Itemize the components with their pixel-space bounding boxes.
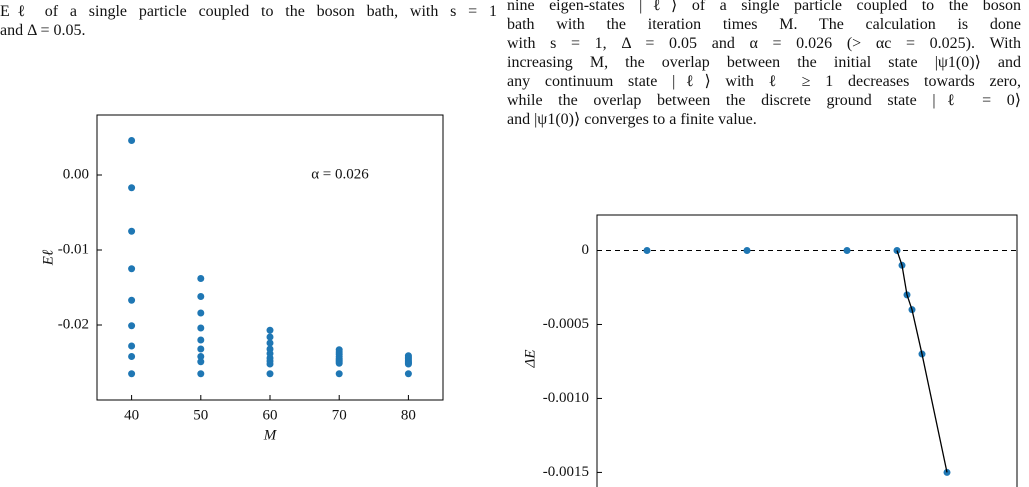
y-tick-label: -0.01	[58, 241, 89, 257]
right-caption: nine eigen-states |ℓ⟩ of a single partic…	[507, 0, 1021, 129]
data-point	[197, 358, 205, 366]
y-tick-label: -0.0010	[543, 390, 589, 406]
text-line: Eℓ of a single particle coupled to the b…	[0, 3, 497, 20]
data-point	[128, 296, 136, 304]
y-tick-label: 0	[582, 242, 590, 258]
y-axis-label: Eℓ	[40, 250, 56, 266]
y-tick-label: -0.0005	[543, 316, 589, 332]
data-point	[335, 359, 343, 367]
data-point	[197, 309, 205, 317]
data-point	[128, 227, 136, 235]
data-point	[266, 370, 274, 378]
text-line: and |ψ1(0)⟩ converges to a finite value.	[507, 111, 757, 128]
x-tick-label: 50	[193, 407, 208, 423]
y-tick-label: -0.0015	[543, 464, 589, 480]
data-point	[128, 322, 136, 330]
text-line: increasing M, the overlap between the in…	[507, 54, 1021, 71]
x-tick-label: 80	[401, 407, 416, 423]
data-point	[197, 345, 205, 353]
text-line: nine eigen-states |ℓ⟩ of a single partic…	[507, 0, 1021, 14]
data-point	[266, 339, 274, 347]
x-tick-label: 60	[263, 407, 278, 423]
series-line	[896, 250, 948, 473]
data-point	[643, 247, 651, 255]
data-point	[335, 370, 343, 378]
plot-frame	[596, 214, 1018, 487]
text-line: and Δ = 0.05.	[0, 22, 86, 39]
data-point	[197, 293, 205, 300]
data-point	[128, 370, 136, 378]
data-point	[404, 370, 412, 378]
annotation: α = 0.026	[311, 166, 369, 182]
x-axis-label: M	[263, 427, 278, 443]
text-line: with s = 1, Δ = 0.05 and α = 0.026 (> αc…	[507, 35, 1021, 52]
data-point	[404, 360, 412, 368]
data-point	[743, 247, 751, 255]
data-point	[128, 137, 136, 144]
data-point	[266, 326, 274, 334]
text-line: bath with the iteration times M. The cal…	[507, 16, 1021, 33]
data-point	[197, 324, 205, 332]
data-point	[843, 247, 851, 255]
y-tick-label: 0.00	[63, 166, 89, 182]
data-point	[128, 342, 136, 350]
data-point	[197, 353, 205, 360]
data-point	[128, 184, 136, 192]
data-point	[197, 275, 205, 282]
data-point	[128, 353, 136, 360]
x-tick-label: 40	[124, 407, 139, 423]
left-caption: Eℓ of a single particle coupled to the b…	[0, 2, 497, 40]
data-point	[128, 265, 136, 273]
text-line: while the overlap between the discrete g…	[507, 92, 1021, 109]
data-point	[266, 360, 274, 368]
data-point	[197, 336, 205, 344]
y-tick-label: -0.02	[58, 316, 89, 332]
x-tick-label: 70	[332, 407, 347, 423]
y-axis-label: ΔE	[522, 350, 538, 369]
text-line: any continuum state |ℓ⟩ with ℓ ≥ 1 decre…	[507, 73, 1021, 90]
data-point	[197, 370, 205, 378]
data-point	[266, 333, 274, 341]
